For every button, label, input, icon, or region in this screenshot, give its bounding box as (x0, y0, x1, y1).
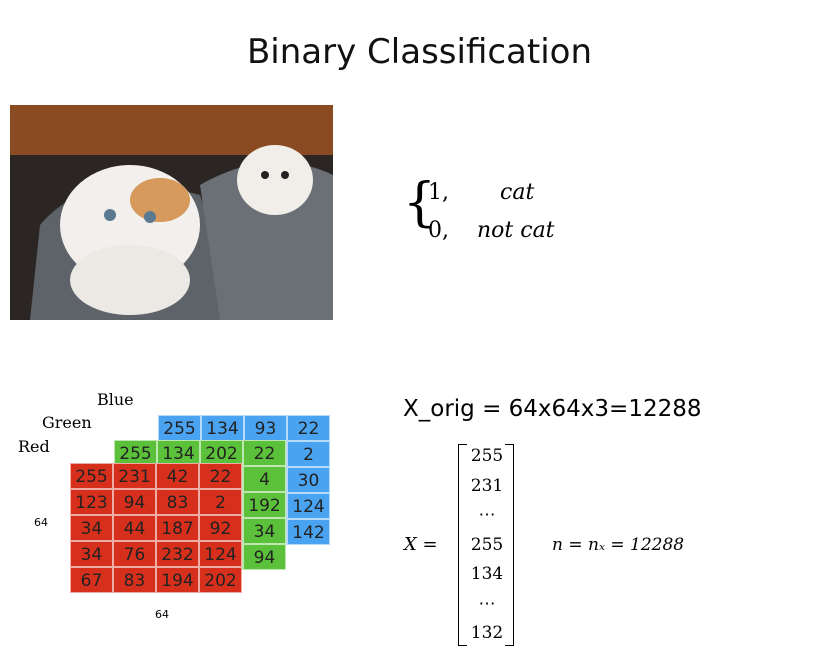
title: Binary Classification (246, 32, 593, 72)
grid-cell: 30 (287, 467, 330, 493)
grid-cell: 255 (114, 440, 157, 466)
grid-cell: 202 (199, 567, 242, 593)
grid-cell: 83 (113, 567, 156, 593)
bracket-right (505, 444, 514, 646)
grid-cell: 231 (113, 463, 156, 489)
grid-cell: 187 (156, 515, 199, 541)
grid-cell: 83 (156, 489, 199, 515)
grid-cell: 255 (70, 463, 113, 489)
layer-label: Green (42, 413, 92, 432)
grid-cell: 124 (199, 541, 242, 567)
grid-cell: 134 (201, 415, 244, 441)
brace: { (403, 173, 437, 233)
grid-cell: 22 (287, 415, 330, 441)
grid-cell: 194 (156, 567, 199, 593)
bracket-left (458, 444, 467, 646)
case-value: 0, (428, 218, 449, 243)
vector-entry: ⋯ (478, 593, 496, 614)
n-equation: n = nₓ = 12288 (552, 535, 685, 555)
grid-cell: 123 (70, 489, 113, 515)
vector-entry: 255 (470, 534, 504, 555)
grid-cell: 2 (199, 489, 242, 515)
vector-entry: 134 (470, 564, 504, 584)
height-label: 64 (34, 516, 48, 529)
grid-cell: 67 (70, 567, 113, 593)
grid-cell: 42 (156, 463, 199, 489)
x-lhs: X = (404, 534, 438, 555)
grid-cell: 255 (158, 415, 201, 441)
grid-cell: 94 (113, 489, 156, 515)
vector-entry: ⋯ (478, 505, 496, 525)
case-label: not cat (477, 218, 555, 243)
grid-cell: 202 (200, 440, 243, 466)
grid-cell: 232 (156, 541, 199, 567)
vector-entry: 132 (470, 623, 504, 643)
grid-cell: 93 (244, 415, 287, 441)
grid-cell: 4 (243, 466, 286, 492)
grid-cell: 94 (243, 544, 286, 570)
grid-cell: 92 (199, 515, 242, 541)
vector-entry: 231 (470, 475, 504, 496)
grid-cell: 2 (287, 441, 330, 467)
grid-cell: 142 (287, 519, 330, 545)
cat-photo (10, 105, 333, 320)
grid-cell: 22 (199, 463, 242, 489)
x-orig: X_orig = 64x64x3=12288 (403, 396, 702, 422)
grid-cell: 34 (70, 541, 113, 567)
grid-cell: 124 (287, 493, 330, 519)
grid-cell: 34 (70, 515, 113, 541)
layer-label: Blue (97, 390, 134, 409)
case-value: 1, (428, 180, 449, 205)
grid-cell: 22 (243, 440, 286, 466)
grid-cell: 76 (113, 541, 156, 567)
layer-label: Red (18, 437, 50, 456)
case-label: cat (500, 180, 535, 205)
width-label: 64 (155, 608, 169, 621)
grid-cell: 44 (113, 515, 156, 541)
grid-cell: 34 (243, 518, 286, 544)
vector-entry: 255 (470, 446, 504, 466)
grid-cell: 192 (243, 492, 286, 518)
